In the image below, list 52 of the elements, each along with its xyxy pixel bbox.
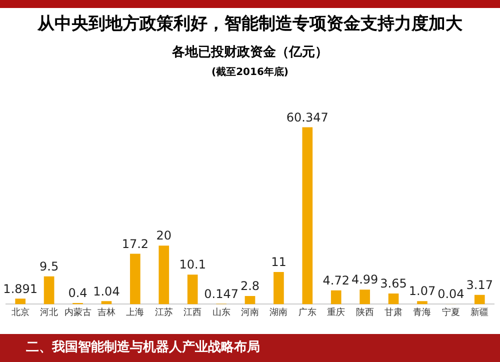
x-tick-label: 甘肃 xyxy=(384,306,403,318)
data-label: 4.72 xyxy=(322,273,350,288)
bar xyxy=(302,127,313,304)
x-tick-label: 吉林 xyxy=(97,306,116,318)
x-tick-label: 山东 xyxy=(212,306,230,318)
data-label: 17.2 xyxy=(122,236,149,251)
data-label: 10.1 xyxy=(179,258,206,272)
x-tick-label: 广东 xyxy=(298,306,316,318)
text: 二、我国智能制造与机器人产业战略布局 xyxy=(0,334,500,362)
x-tick-label: 河南 xyxy=(241,306,259,318)
bar xyxy=(417,301,428,304)
chart-title: 从中央到地方政策利好，智能制造专项资金支持力度加大 xyxy=(36,13,464,35)
x-tick-label: 宁夏 xyxy=(442,306,460,318)
bar xyxy=(187,274,198,304)
bar xyxy=(158,246,170,304)
data-label: 20 xyxy=(156,228,172,243)
bar xyxy=(360,290,370,304)
text: (截至2016年底) xyxy=(210,65,290,79)
data-label: 9.5 xyxy=(40,259,59,274)
x-tick-label: 上海 xyxy=(126,306,144,318)
data-label: 11 xyxy=(271,255,286,270)
data-label: 0.4 xyxy=(68,286,88,300)
data-label: 2.8 xyxy=(240,279,260,294)
data-label: 1.07 xyxy=(408,284,436,298)
x-tick-label: 河北 xyxy=(40,306,58,318)
data-label: 4.99 xyxy=(351,272,378,287)
data-label: 1.891 xyxy=(3,282,38,296)
x-tick-label: 江西 xyxy=(184,306,202,318)
data-label: 3.17 xyxy=(466,278,494,292)
bar xyxy=(388,294,399,304)
x-tick-label: 重庆 xyxy=(327,306,346,318)
bar xyxy=(44,276,54,304)
bar xyxy=(101,301,112,304)
bar xyxy=(274,272,284,304)
x-tick-label: 陕西 xyxy=(356,306,374,318)
data-label: 0.04 xyxy=(438,287,464,302)
bar xyxy=(15,298,26,304)
x-tick-label: 北京 xyxy=(11,306,30,318)
x-tick-label: 新疆 xyxy=(470,306,489,318)
chart-subtitle: 各地已投财政资金（亿元） xyxy=(171,44,329,61)
data-label: 0.147 xyxy=(204,286,238,301)
bar xyxy=(244,296,256,304)
bar xyxy=(130,254,140,304)
x-tick-label: 内蒙古 xyxy=(64,306,92,318)
bar xyxy=(330,290,342,304)
bar xyxy=(474,294,485,304)
data-label: 1.04 xyxy=(93,284,120,298)
data-label: 60.347 xyxy=(286,110,328,124)
x-tick-label: 湖南 xyxy=(270,306,288,318)
data-label: 3.65 xyxy=(380,276,407,291)
x-tick-label: 江苏 xyxy=(154,306,173,318)
x-tick-label: 青海 xyxy=(413,306,432,318)
